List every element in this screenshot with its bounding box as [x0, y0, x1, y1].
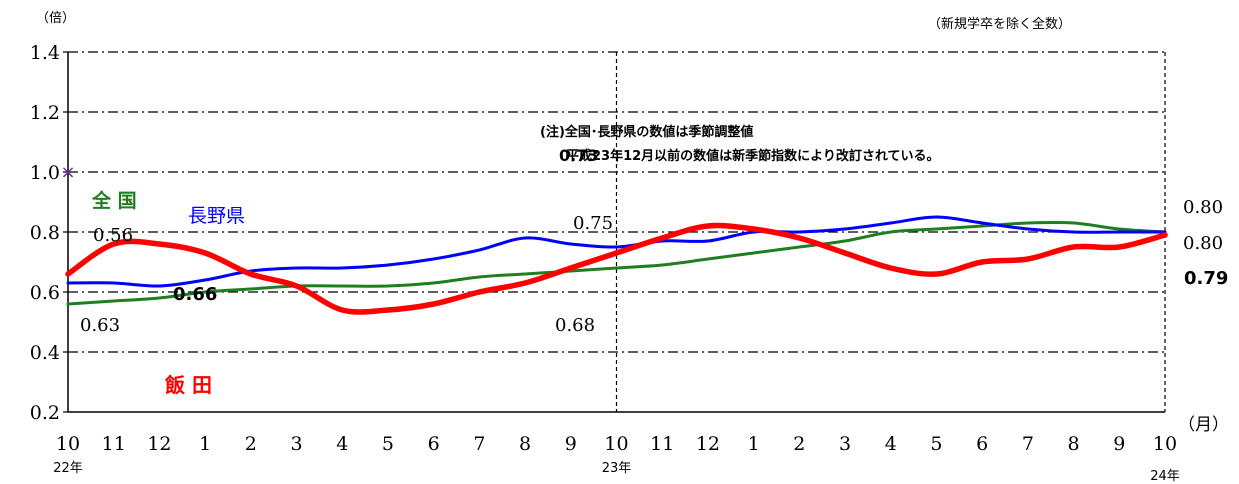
data-label-080b: 0.80	[1183, 233, 1223, 254]
year-label: 24年	[1150, 469, 1180, 484]
series-line-nagano	[66, 215, 1167, 288]
series-line-zenkoku	[66, 220, 1167, 306]
x-tick-label: 7	[473, 433, 485, 455]
legend-iida: 飯 田	[164, 373, 212, 397]
x-tick-label: 4	[885, 433, 897, 455]
x-tick-label: 1	[199, 433, 211, 455]
x-tick-label: 10	[604, 433, 628, 455]
x-tick-label: 1	[748, 433, 760, 455]
y-tick-label: 0.8	[30, 222, 60, 244]
x-tick-label: 10	[56, 433, 80, 455]
y-unit-label: （倍）	[36, 11, 75, 26]
x-tick-label: 6	[976, 433, 988, 455]
data-label-073: 0.73	[559, 146, 598, 165]
legend-zenkoku: 全 国	[91, 189, 137, 212]
x-unit-label: （月）	[1178, 415, 1229, 435]
x-tick-label: 12	[696, 433, 720, 455]
series-lines	[65, 215, 1168, 315]
axes	[63, 51, 1165, 413]
y-tick-label: 0.2	[30, 402, 60, 424]
x-tick-label: 8	[519, 433, 531, 455]
y-tick-label: 0.6	[30, 282, 60, 304]
x-tick-label: 7	[1022, 433, 1034, 455]
x-tick-label: 3	[839, 433, 851, 455]
x-tick-label: 3	[290, 433, 302, 455]
x-tick-label: 5	[930, 433, 942, 455]
x-tick-label: 4	[336, 433, 348, 455]
note-line-2: 平成23年12月以前の数値は新季節指数により改訂されている。	[566, 148, 940, 164]
axis-labels: 0.20.40.60.81.01.21.410 11 12 1 2 3 4 5 6 7 8 9 10 11…	[30, 42, 1180, 484]
y-tick-label: 1.4	[30, 42, 60, 64]
y-tick-label: 0.4	[30, 342, 60, 364]
data-label-079: 0.79	[1184, 268, 1228, 289]
x-tick-label: 6	[428, 433, 440, 455]
x-tick-label: 8	[1068, 433, 1080, 455]
data-label-056: 0.56	[93, 225, 133, 246]
series-line-iida	[65, 222, 1168, 315]
x-tick-label: 2	[245, 433, 257, 455]
year-label: 22年	[53, 461, 83, 476]
y-tick-label: 1.2	[30, 102, 60, 124]
x-tick-label: 9	[1113, 433, 1125, 455]
vertical-grid-lines	[615, 52, 1166, 412]
note-line-1: (注)全国･長野県の数値は季節調整値	[540, 124, 753, 140]
x-tick-label: 9	[565, 433, 577, 455]
data-label-066: 0.66	[173, 284, 217, 305]
x-tick-label: 11	[102, 433, 126, 455]
marker-point: ×	[60, 162, 75, 183]
data-label-068: 0.68	[555, 315, 595, 336]
legend-nagano: 長野県	[188, 205, 245, 227]
x-tick-label: 11	[650, 433, 674, 455]
x-tick-label: 10	[1153, 433, 1177, 455]
data-label-063: 0.63	[80, 315, 120, 336]
top-right-note: （新規学卒を除く全数）	[928, 16, 1071, 32]
y-tick-label: 1.0	[30, 162, 60, 184]
x-tick-label: 5	[382, 433, 394, 455]
x-tick-label: 2	[793, 433, 805, 455]
data-label-080a: 0.80	[1183, 197, 1223, 218]
year-label: 23年	[602, 461, 632, 476]
data-label-075: 0.75	[573, 213, 613, 234]
x-tick-label: 12	[147, 433, 171, 455]
